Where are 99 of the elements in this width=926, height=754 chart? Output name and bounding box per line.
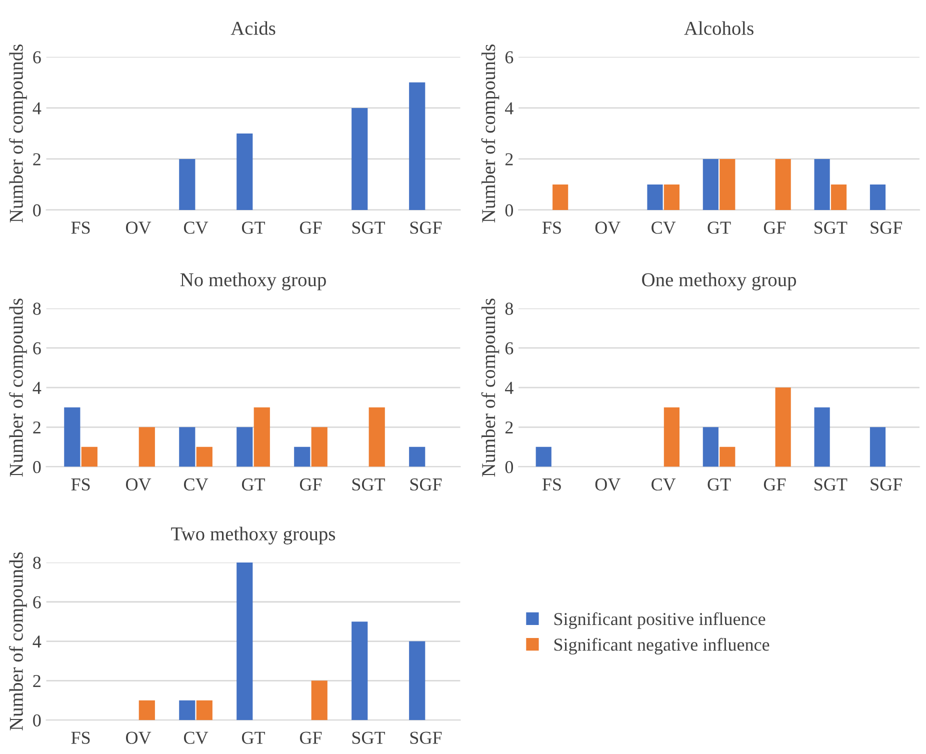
x-tick-label: GT [242, 222, 265, 234]
chart-title: No methoxy group [180, 272, 326, 290]
y-tick-label: 2 [33, 153, 40, 166]
bar [254, 407, 270, 467]
y-tick-label: 4 [505, 382, 514, 394]
x-tick-label: SGT [352, 478, 385, 491]
x-tick-label: FS [542, 478, 561, 491]
y-tick-label: 4 [32, 636, 42, 648]
x-tick-label: GF [300, 222, 322, 234]
bar [196, 446, 212, 467]
bar [311, 427, 328, 467]
x-tick-label: GF [764, 478, 786, 491]
x-tick-label: GT [708, 222, 731, 234]
y-tick-label: 8 [33, 302, 41, 315]
y-tick-label: 2 [33, 674, 40, 687]
x-tick-label: SGF [410, 732, 442, 744]
bar [179, 700, 196, 720]
y-tick-label: 2 [505, 421, 513, 434]
bar [536, 446, 552, 467]
y-tick-label: 4 [32, 102, 42, 114]
y-tick-label: 4 [505, 102, 514, 114]
y-tick-label: 6 [505, 51, 514, 64]
x-tick-label: OV [126, 478, 152, 491]
x-tick-label: GT [242, 478, 265, 491]
bar [311, 680, 328, 720]
chart-title: Alcohols [684, 21, 754, 35]
x-tick-label: FS [542, 222, 561, 234]
x-tick-label: CV [184, 478, 208, 491]
x-tick-label: SGF [410, 478, 442, 491]
x-tick-label: CV [184, 732, 208, 744]
bar [196, 700, 212, 720]
y-tick-label: 0 [505, 204, 514, 216]
y-axis-title: Number of compounds [9, 44, 27, 223]
x-tick-label: GF [300, 732, 322, 744]
chart-title: One methoxy group [642, 272, 796, 290]
x-tick-label: SGF [870, 478, 902, 491]
bar [81, 446, 98, 467]
legend-label: Significant negative influence [554, 638, 770, 655]
bar [702, 427, 718, 467]
bar [236, 133, 253, 210]
x-tick-label: SGF [870, 222, 902, 234]
y-tick-label: 6 [33, 51, 41, 64]
legend-label: Significant positive influence [554, 612, 766, 629]
y-tick-label: 8 [33, 556, 41, 569]
bar [409, 446, 426, 467]
x-tick-label: GF [764, 222, 786, 234]
x-tick-label: OV [126, 732, 152, 744]
bar [409, 641, 426, 720]
bar [294, 446, 310, 467]
x-tick-label: FS [71, 222, 90, 234]
x-tick-label: CV [652, 478, 676, 491]
y-axis-title: Number of compounds [9, 552, 27, 730]
x-tick-label: OV [595, 478, 620, 491]
x-tick-label: OV [595, 222, 620, 234]
x-tick-label: OV [126, 222, 152, 234]
bar [720, 446, 736, 467]
y-tick-label: 6 [33, 342, 41, 354]
y-tick-label: 8 [505, 302, 514, 315]
y-tick-label: 6 [33, 596, 41, 608]
y-axis-title: Number of compounds [9, 298, 27, 477]
bar [664, 407, 680, 467]
bar [352, 108, 368, 210]
bar [236, 427, 253, 467]
bar [870, 427, 886, 467]
x-tick-label: FS [71, 732, 90, 744]
y-axis-title: Number of compounds [481, 298, 500, 477]
x-tick-label: CV [652, 222, 676, 234]
y-tick-label: 0 [33, 204, 41, 216]
bar [236, 562, 253, 720]
chart-title: Acids [230, 21, 276, 35]
bar [814, 407, 830, 467]
bar [179, 158, 196, 210]
bar [352, 622, 368, 720]
y-tick-label: 2 [505, 153, 513, 166]
y-tick-label: 0 [33, 460, 41, 474]
x-tick-label: GF [300, 478, 322, 491]
y-axis-title: Number of compounds [481, 44, 500, 223]
x-tick-label: SGT [352, 732, 385, 744]
bar [179, 427, 196, 467]
bar [775, 388, 791, 467]
x-tick-label: SGT [814, 478, 848, 491]
x-tick-label: SGT [814, 222, 848, 234]
x-tick-label: FS [71, 478, 90, 491]
y-tick-label: 4 [32, 382, 42, 394]
x-tick-label: GT [708, 478, 731, 491]
bar [368, 407, 385, 467]
chart-title: Two methoxy groups [171, 526, 336, 544]
bar [138, 700, 155, 720]
bar [409, 82, 426, 210]
bar [64, 407, 80, 467]
bar [138, 427, 155, 467]
y-tick-label: 2 [33, 421, 40, 434]
y-tick-label: 0 [33, 714, 41, 727]
x-tick-label: GT [242, 732, 265, 744]
x-tick-label: SGF [410, 222, 442, 234]
y-tick-label: 0 [505, 460, 514, 474]
x-tick-label: CV [184, 222, 208, 234]
x-tick-label: SGT [352, 222, 385, 234]
y-tick-label: 6 [505, 342, 514, 354]
